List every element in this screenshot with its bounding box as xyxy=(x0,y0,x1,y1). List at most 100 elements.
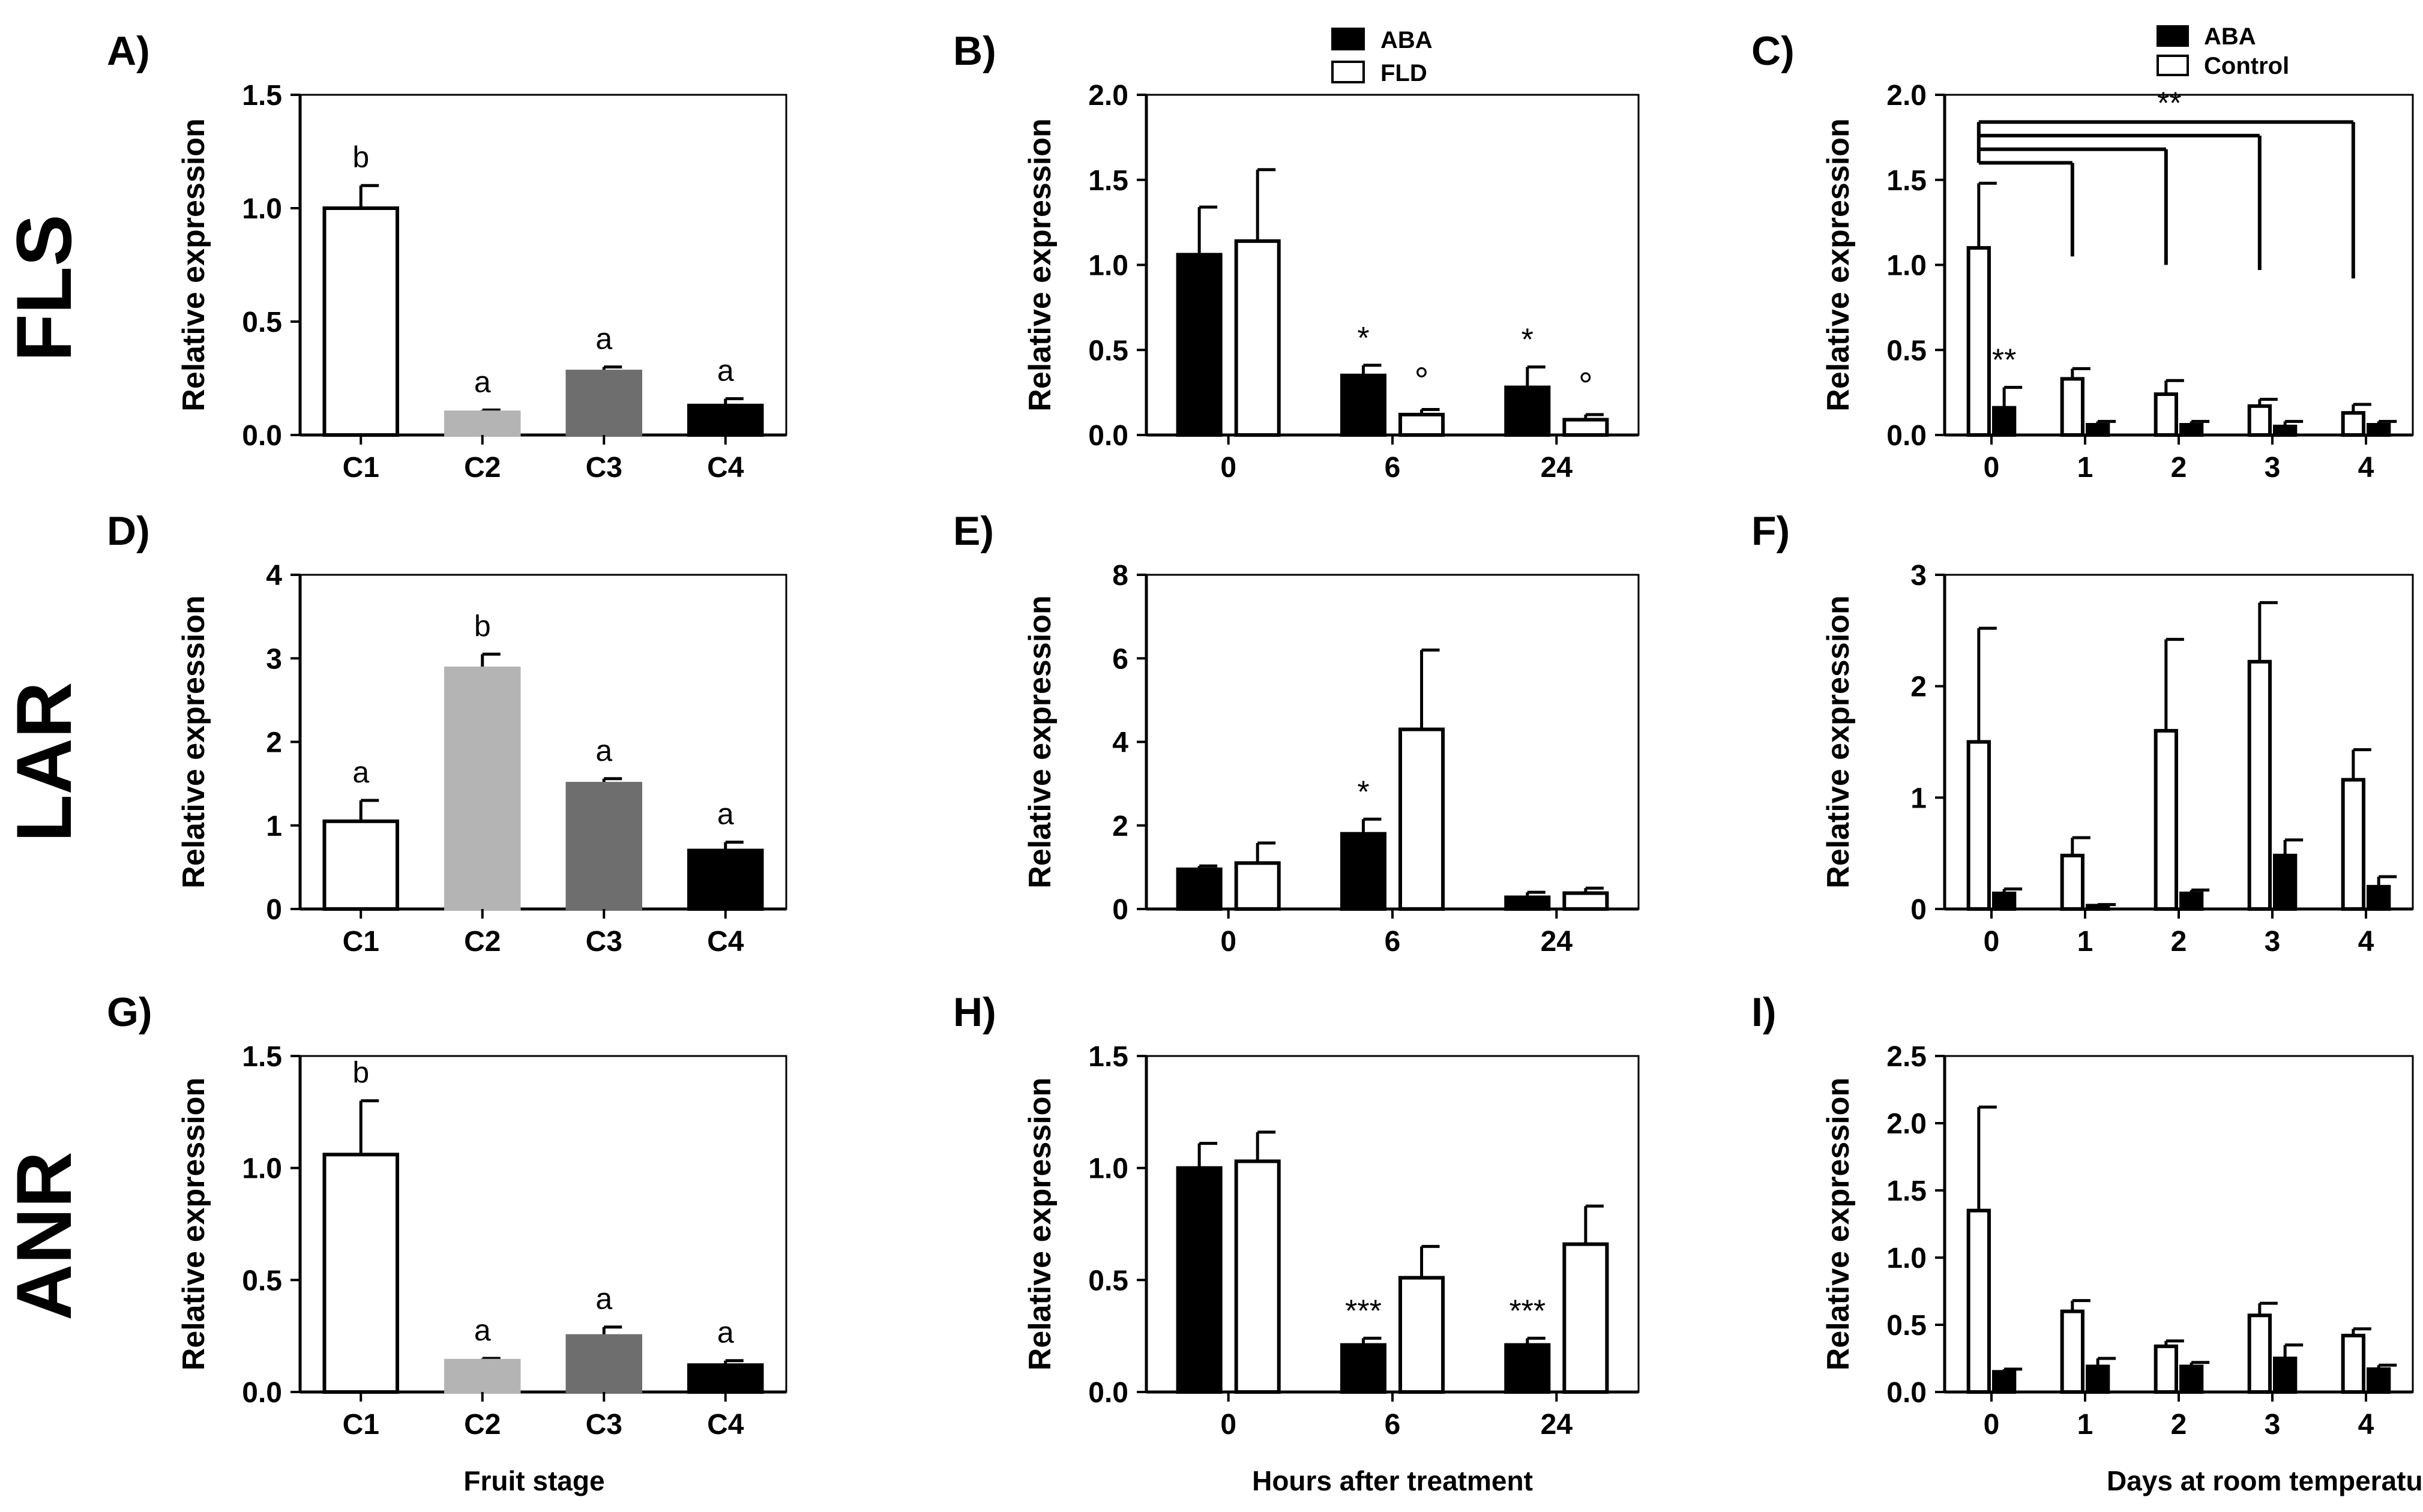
legend-swatch-fld xyxy=(1331,61,1365,83)
y-tick-label-e-3: 6 xyxy=(1112,643,1128,675)
bar-e-fld-2 xyxy=(1562,891,1609,911)
x-tick-label-h-0: 0 xyxy=(1220,1409,1236,1441)
panel-c: C) Relative expression 0.0 0.5 1.0 1.5 2.0 ** 0 1… xyxy=(1751,28,2414,484)
bar-h-fld-0 xyxy=(1234,1159,1281,1394)
y-tick-label-f-0: 0 xyxy=(1910,894,1927,926)
bar-c-control-1 xyxy=(2060,377,2084,437)
y-tick-label-g-3: 1.5 xyxy=(242,1041,282,1073)
bar-i-control-0 xyxy=(1966,1208,1991,1394)
x-tick-label-d-1: C2 xyxy=(464,926,501,958)
panel-h: H) Relative expression 0.0 0.5 1.0 1.5 0 *** 6 **… xyxy=(953,989,1640,1441)
bar-f-aba-2 xyxy=(2179,892,2204,911)
y-axis-label-f: Relative expression xyxy=(1821,595,1856,888)
y-tick-label-e-1: 2 xyxy=(1112,811,1128,842)
panel-b: B) Relative expression 0.0 0.5 1.0 1.5 2.0 0 * ° 6… xyxy=(953,28,1640,484)
y-tick-label-d-2: 2 xyxy=(266,727,282,759)
bar-b-fld-0 xyxy=(1234,239,1281,437)
legend-abs-fld: ABA FLD xyxy=(1331,27,1433,86)
annotation-h-0: *** xyxy=(1345,1294,1382,1328)
bar-i-aba-2 xyxy=(2179,1364,2204,1394)
panel-i: I) Relative expression 0.0 0.5 1.0 1.5 2.0 2.5 0… xyxy=(1751,989,2414,1441)
sig-letter-a-3: a xyxy=(717,354,734,388)
y-tick-label-i-1: 0.5 xyxy=(1886,1310,1927,1342)
bar-c-aba-3 xyxy=(2273,424,2298,437)
bar-c-aba-1 xyxy=(2086,422,2110,437)
x-tick-label-i-2: 2 xyxy=(2171,1409,2187,1441)
sig-letter-a-2: a xyxy=(595,322,612,356)
x-tick-label-d-3: C4 xyxy=(707,926,744,958)
bar-e-aba-0 xyxy=(1176,867,1223,911)
x-tick-label-e-1: 6 xyxy=(1385,926,1401,958)
bar-b-fld-2 xyxy=(1562,418,1609,437)
x-tick-label-e-2: 24 xyxy=(1541,926,1573,958)
y-axis-label-b: Relative expression xyxy=(1023,118,1058,411)
y-tick-label-g-1: 0.5 xyxy=(242,1265,282,1297)
bar-i-control-1 xyxy=(2060,1309,2084,1394)
panel-label-a: A) xyxy=(107,28,150,74)
bar-e-fld-1 xyxy=(1398,727,1445,911)
x-tick-label-i-3: 3 xyxy=(2265,1409,2281,1441)
x-tick-label-c-3: 3 xyxy=(2265,452,2281,484)
panel-label-f: F) xyxy=(1751,508,1790,554)
panel-label-g: G) xyxy=(107,989,152,1035)
bar-i-aba-4 xyxy=(2367,1367,2391,1394)
y-tick-label-h-1: 0.5 xyxy=(1088,1265,1128,1297)
y-axis-label-d: Relative expression xyxy=(176,595,211,888)
x-tick-label-g-0: C1 xyxy=(343,1409,379,1441)
sig-letter-d-3: a xyxy=(717,797,734,831)
x-title-fruit-stage: Fruit stage xyxy=(463,1465,604,1496)
bar-i-aba-0 xyxy=(1992,1370,2017,1394)
annotation-c-0: ** xyxy=(1992,343,2016,378)
y-tick-label-a-1: 0.5 xyxy=(242,307,282,338)
bar-c-control-0 xyxy=(1966,246,1991,437)
bar-a-c2 xyxy=(444,410,521,437)
bar-b-aba-2 xyxy=(1504,385,1551,437)
sig-bracket-label-c: ** xyxy=(2157,86,2181,121)
legend-swatch-aba xyxy=(1331,28,1365,50)
y-tick-label-e-4: 8 xyxy=(1112,560,1128,592)
bar-f-control-2 xyxy=(2154,728,2178,911)
bar-f-control-4 xyxy=(2341,778,2365,911)
panel-label-h: H) xyxy=(953,989,996,1035)
x-titles: Fruit stage Hours after treatment Days a… xyxy=(463,1465,2423,1496)
y-tick-label-c-0: 0.0 xyxy=(1886,420,1927,452)
bar-b-aba-0 xyxy=(1176,253,1223,437)
bar-h-fld-1 xyxy=(1398,1276,1445,1394)
y-tick-label-d-0: 0 xyxy=(266,894,282,926)
panel-a: A) Relative expression 0.0 0.5 1.0 1.5 b C1 a C2 a… xyxy=(107,28,787,484)
plot-frame-e xyxy=(1145,574,1640,910)
bar-d-c2 xyxy=(444,666,521,911)
sig-letter-a-1: a xyxy=(474,365,491,398)
panel-label-d: D) xyxy=(107,508,150,554)
y-tick-label-b-4: 2.0 xyxy=(1088,80,1128,112)
bar-d-c4 xyxy=(687,848,764,911)
annotation-b-3: ° xyxy=(1579,365,1593,406)
bar-d-c3 xyxy=(565,782,642,911)
bar-c-control-4 xyxy=(2341,411,2365,437)
bar-d-c1 xyxy=(322,819,399,911)
bar-a-c4 xyxy=(687,403,764,437)
bar-f-aba-3 xyxy=(2273,853,2298,911)
y-axis-label-e: Relative expression xyxy=(1023,595,1058,888)
y-tick-label-c-2: 1.0 xyxy=(1886,250,1927,282)
sig-letter-d-0: a xyxy=(352,755,369,789)
legend-label-aba: ABA xyxy=(1380,27,1433,53)
bar-i-control-3 xyxy=(2247,1313,2272,1394)
y-tick-label-c-3: 1.5 xyxy=(1886,165,1927,197)
panel-label-b: B) xyxy=(953,28,996,74)
y-tick-label-c-1: 0.5 xyxy=(1886,335,1927,367)
sig-letter-a-0: b xyxy=(352,140,369,174)
row-label-lar: LAR xyxy=(0,682,88,842)
row-label-anr: ANR xyxy=(0,1151,88,1321)
x-title-hours: Hours after treatment xyxy=(1252,1465,1533,1496)
y-tick-label-a-2: 1.0 xyxy=(242,193,282,225)
annotation-e-0: * xyxy=(1357,775,1369,809)
y-axis-label-a: Relative expression xyxy=(176,118,211,411)
annotation-b-0: * xyxy=(1357,321,1369,356)
bar-c-control-2 xyxy=(2154,392,2178,437)
x-tick-label-d-0: C1 xyxy=(343,926,379,958)
annotation-b-2: * xyxy=(1522,323,1534,358)
y-tick-label-i-5: 2.5 xyxy=(1886,1041,1927,1073)
bar-i-control-2 xyxy=(2154,1344,2178,1394)
